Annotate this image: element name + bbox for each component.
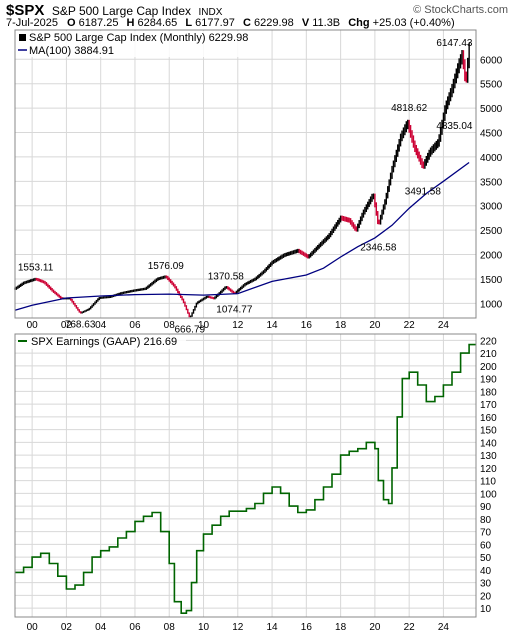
legend-label-ma: MA(100) 3884.91 (29, 45, 114, 57)
brand-watermark: © StockCharts.com (413, 4, 508, 16)
y-tick-label: 120 (480, 464, 497, 475)
x-tick-label: 04 (95, 320, 107, 331)
x-tick-label: 10 (198, 622, 210, 633)
y-tick-label: 30 (480, 579, 492, 590)
x-tick-label: 06 (129, 622, 141, 633)
y-tick-label: 100 (480, 489, 497, 500)
quote-high: H 6284.65 (126, 17, 178, 29)
price-annotation: 1370.58 (208, 271, 245, 282)
earnings-line (15, 343, 476, 614)
symbol: $SPX (6, 2, 45, 19)
panel-background-0 (15, 30, 476, 318)
x-tick-label: 18 (335, 622, 347, 633)
quote-volume: V 11.3B (301, 17, 341, 29)
legend-label-earnings: SPX Earnings (GAAP) 216.69 (31, 336, 177, 348)
y-tick-label: 3000 (480, 202, 503, 213)
legend-background (16, 31, 261, 57)
index-name: S&P 500 Large Cap Index (51, 4, 192, 18)
x-tick-label: 08 (164, 622, 176, 633)
x-tick-label: 22 (404, 320, 416, 331)
price-annotation: 1074.77 (216, 305, 253, 316)
y-tick-label: 110 (480, 477, 496, 488)
y-tick-label: 50 (480, 553, 492, 564)
x-tick-label: 00 (27, 622, 39, 633)
quote-low: L 6177.97 (185, 17, 235, 29)
x-tick-label: 06 (129, 320, 141, 331)
legend-background (16, 335, 186, 349)
price-annotation: 6147.43 (436, 38, 473, 49)
y-tick-label: 1500 (480, 275, 503, 286)
x-tick-label: 04 (95, 622, 107, 633)
y-tick-label: 170 (480, 400, 497, 411)
panel-frame-price (14, 29, 477, 319)
panel-frame-earnings (14, 333, 477, 618)
y-tick-label: 140 (480, 438, 497, 449)
y-tick-label: 180 (480, 387, 497, 398)
x-tick-label: 20 (369, 622, 381, 633)
x-tick-label: 16 (301, 622, 313, 633)
y-tick-label: 2500 (480, 226, 503, 237)
y-tick-label: 5500 (480, 80, 503, 91)
x-tick-label: 10 (198, 320, 210, 331)
x-tick-label: 24 (438, 320, 450, 331)
quote-change: Chg +25.03 (+0.40%) (348, 17, 455, 29)
y-tick-label: 190 (480, 375, 497, 386)
quote-date: 7-Jul-2025 (6, 17, 58, 29)
x-tick-label: 02 (61, 622, 73, 633)
y-tick-label: 80 (480, 515, 492, 526)
y-tick-label: 2000 (480, 251, 503, 262)
x-tick-label: 02 (61, 320, 73, 331)
y-tick-label: 150 (480, 426, 497, 437)
x-tick-label: 16 (301, 320, 313, 331)
x-tick-label: 20 (369, 320, 381, 331)
y-tick-label: 60 (480, 540, 492, 551)
y-tick-label: 160 (480, 413, 497, 424)
y-tick-label: 70 (480, 528, 492, 539)
y-tick-label: 4000 (480, 153, 503, 164)
price-annotation: 768.63 (65, 320, 96, 331)
legend-swatch-price (19, 34, 26, 41)
y-tick-label: 40 (480, 566, 492, 577)
price-annotation: 4835.04 (436, 121, 473, 132)
y-tick-label: 210 (480, 349, 497, 360)
x-tick-label: 08 (164, 320, 176, 331)
exchange: INDX (198, 7, 223, 18)
quote-close: C 6229.98 (242, 17, 294, 29)
price-annotation: 2346.58 (360, 243, 397, 254)
x-tick-label: 12 (232, 622, 244, 633)
x-tick-label: 00 (27, 320, 39, 331)
price-annotation: 1576.09 (148, 261, 185, 272)
legend-label-price: S&P 500 Large Cap Index (Monthly) 6229.9… (29, 32, 248, 44)
y-tick-label: 4500 (480, 129, 503, 140)
y-tick-label: 220 (480, 336, 497, 347)
y-tick-label: 3500 (480, 177, 503, 188)
quote-open: O 6187.25 (67, 17, 119, 29)
price-annotation: 1553.11 (18, 262, 54, 273)
moving-average-line (14, 161, 470, 311)
quote-row: 7-Jul-2025 O 6187.25 H 6284.65 L 6177.97… (6, 17, 455, 29)
y-tick-label: 1000 (480, 299, 503, 310)
y-tick-label: 6000 (480, 55, 503, 66)
header-title-row: $SPX S&P 500 Large Cap Index INDX (6, 2, 223, 19)
y-tick-label: 10 (480, 604, 492, 615)
x-tick-label: 14 (267, 320, 279, 331)
price-annotation: 666.79 (175, 325, 206, 336)
x-tick-label: 12 (232, 320, 244, 331)
x-tick-label: 18 (335, 320, 347, 331)
x-tick-label: 22 (404, 622, 416, 633)
y-tick-label: 5000 (480, 104, 503, 115)
y-tick-label: 20 (480, 591, 492, 602)
price-annotation: 3491.58 (405, 187, 442, 198)
price-annotation: 4818.62 (391, 103, 428, 114)
y-tick-label: 90 (480, 502, 492, 513)
x-tick-label: 14 (267, 622, 279, 633)
x-tick-label: 24 (438, 622, 450, 633)
y-tick-label: 200 (480, 362, 497, 373)
y-tick-label: 130 (480, 451, 497, 462)
